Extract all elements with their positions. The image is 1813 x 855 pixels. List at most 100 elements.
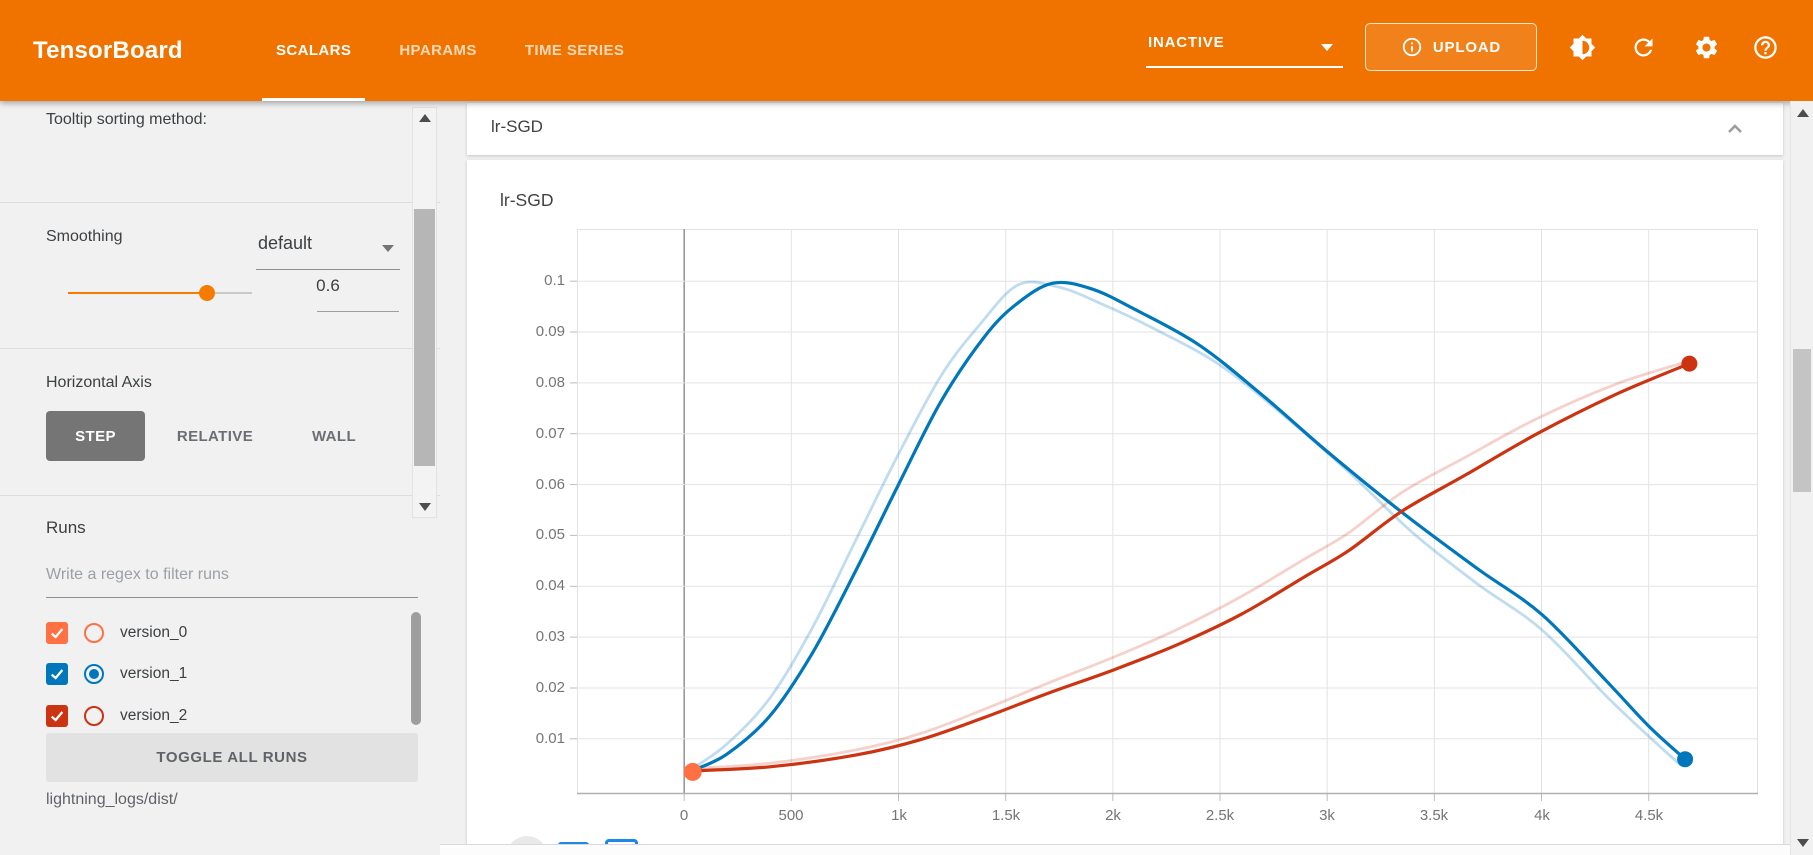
- x-tick-label: 3k: [1319, 807, 1335, 824]
- settings-button[interactable]: [1690, 31, 1722, 63]
- smoothing-value[interactable]: 0.6: [316, 276, 340, 295]
- refresh-button[interactable]: [1627, 31, 1659, 63]
- smoothing-slider[interactable]: [68, 285, 252, 301]
- run-checkbox[interactable]: [46, 621, 68, 644]
- x-tick-label: 500: [778, 807, 804, 824]
- run-name: version_2: [120, 706, 188, 724]
- x-tick-label: 2.5k: [1205, 807, 1235, 824]
- runs-list-scrollbar-thumb[interactable]: [411, 612, 421, 725]
- tab-hparams[interactable]: HPARAMS: [399, 42, 477, 59]
- info-icon: [1402, 37, 1422, 57]
- run-checkbox[interactable]: [46, 704, 68, 727]
- y-tick-label: 0.07: [535, 425, 565, 442]
- y-tick-label: 0.06: [535, 476, 565, 493]
- collapse-button[interactable]: [1721, 115, 1749, 143]
- upload-button[interactable]: UPLOAD: [1365, 23, 1537, 71]
- dark-mode-toggle-button[interactable]: [1566, 31, 1598, 63]
- x-tick-label: 2k: [1105, 807, 1121, 824]
- chart-plot-area[interactable]: [570, 229, 1758, 801]
- tooltip-sorting-select[interactable]: default: [256, 227, 400, 271]
- y-tick-label: 0.08: [535, 374, 565, 391]
- divider: [0, 348, 440, 349]
- smoothing-label: Smoothing: [46, 228, 123, 245]
- chevron-up-icon: [1728, 124, 1742, 133]
- tab-time-series[interactable]: TIME SERIES: [524, 42, 625, 59]
- triangle-down-icon: [418, 503, 431, 511]
- smoothing-value-underline: [317, 311, 399, 312]
- brightness-icon: [1569, 34, 1595, 60]
- axis-option-relative[interactable]: RELATIVE: [176, 427, 254, 445]
- gear-icon: [1695, 36, 1717, 58]
- tag-group-header[interactable]: lr-SGD: [467, 103, 1783, 155]
- scroll-up-button[interactable]: [413, 108, 436, 128]
- slider-thumb[interactable]: [199, 285, 215, 301]
- triangle-up-icon: [418, 114, 431, 122]
- y-tick-label: 0.05: [535, 526, 565, 543]
- tooltip-sorting-label: Tooltip sorting method:: [46, 111, 207, 128]
- scalar-chart-card: lr-SGD 0.01 0.02 0.03 0.04 0.05 0.06 0.07 0.08 0…: [467, 160, 1783, 855]
- triangle-down-icon: [1796, 839, 1809, 847]
- log-directory-path: lightning_logs/dist/: [46, 791, 178, 808]
- upload-label: UPLOAD: [1432, 38, 1502, 56]
- app-logo: TensorBoard: [33, 36, 183, 64]
- y-tick-label: 0.1: [544, 272, 565, 289]
- slider-fill: [68, 292, 207, 294]
- x-tick-label: 1k: [891, 807, 907, 824]
- y-tick-label: 0.03: [535, 628, 565, 645]
- settings-sidebar: Tooltip sorting method: default Smoothin…: [0, 101, 440, 855]
- bottom-divider: [0, 844, 1813, 855]
- input-underline: [46, 597, 418, 598]
- app-header: TensorBoard SCALARS HPARAMS TIME SERIES IN…: [0, 0, 1813, 101]
- runs-filter-input[interactable]: Write a regex to filter runs: [46, 560, 418, 598]
- chart-svg: [570, 229, 1758, 801]
- axis-option-wall[interactable]: WALL: [311, 427, 357, 445]
- run-status-select[interactable]: INACTIVE: [1146, 26, 1343, 68]
- y-tick-label: 0.04: [535, 577, 565, 594]
- y-tick-label: 0.01: [535, 730, 565, 747]
- tab-scalars[interactable]: SCALARS: [256, 0, 371, 101]
- run-row-version_1[interactable]: version_1: [46, 654, 396, 695]
- run-radio[interactable]: [84, 664, 104, 684]
- y-tick-label: 0.09: [535, 323, 565, 340]
- x-tick-label: 1.5k: [991, 807, 1021, 824]
- page-scrollbar-thumb[interactable]: [1793, 349, 1811, 492]
- run-row-version_0[interactable]: version_0: [46, 612, 396, 653]
- run-name: version_0: [120, 623, 188, 641]
- runs-filter-placeholder: Write a regex to filter runs: [46, 566, 229, 583]
- divider: [0, 495, 440, 496]
- chevron-down-icon: [382, 245, 394, 252]
- divider: [0, 202, 440, 203]
- run-name: version_1: [120, 665, 188, 682]
- scroll-down-button[interactable]: [1791, 833, 1813, 853]
- toggle-all-runs-button[interactable]: TOGGLE ALL RUNS: [46, 733, 418, 782]
- run-row-version_2[interactable]: version_2: [46, 695, 396, 736]
- scroll-down-button[interactable]: [413, 497, 436, 517]
- run-radio[interactable]: [84, 622, 104, 643]
- runs-label: Runs: [46, 518, 86, 537]
- sidebar-scrollbar-thumb[interactable]: [414, 209, 435, 466]
- horizontal-axis-label: Horizontal Axis: [46, 374, 152, 391]
- x-tick-label: 4k: [1534, 807, 1550, 824]
- run-radio[interactable]: [84, 705, 104, 726]
- nav-tabs: SCALARS HPARAMS TIME SERIES: [252, 0, 648, 101]
- chevron-down-icon: [1321, 44, 1333, 51]
- x-tick-label: 0: [679, 807, 689, 824]
- help-icon: [1753, 35, 1777, 59]
- x-tick-label: 4.5k: [1634, 807, 1664, 824]
- page-scrollbar[interactable]: [1790, 101, 1813, 855]
- run-checkbox[interactable]: [46, 663, 68, 685]
- y-tick-label: 0.02: [535, 679, 565, 696]
- tag-group-title: lr-SGD: [491, 117, 543, 136]
- x-tick-label: 3.5k: [1419, 807, 1449, 824]
- help-button[interactable]: [1749, 31, 1781, 63]
- main-content: lr-SGD lr-SGD 0.01 0.02 0.03 0.04 0.05 0.06 0.…: [440, 101, 1790, 855]
- triangle-up-icon: [1796, 109, 1809, 117]
- axis-option-step[interactable]: STEP: [46, 411, 145, 461]
- chart-title: lr-SGD: [500, 190, 554, 210]
- sidebar-scrollbar[interactable]: [412, 107, 437, 518]
- scroll-up-button[interactable]: [1791, 103, 1813, 123]
- refresh-icon: [1634, 38, 1652, 56]
- select-underline: [256, 269, 400, 270]
- run-status-value: INACTIVE: [1148, 34, 1225, 51]
